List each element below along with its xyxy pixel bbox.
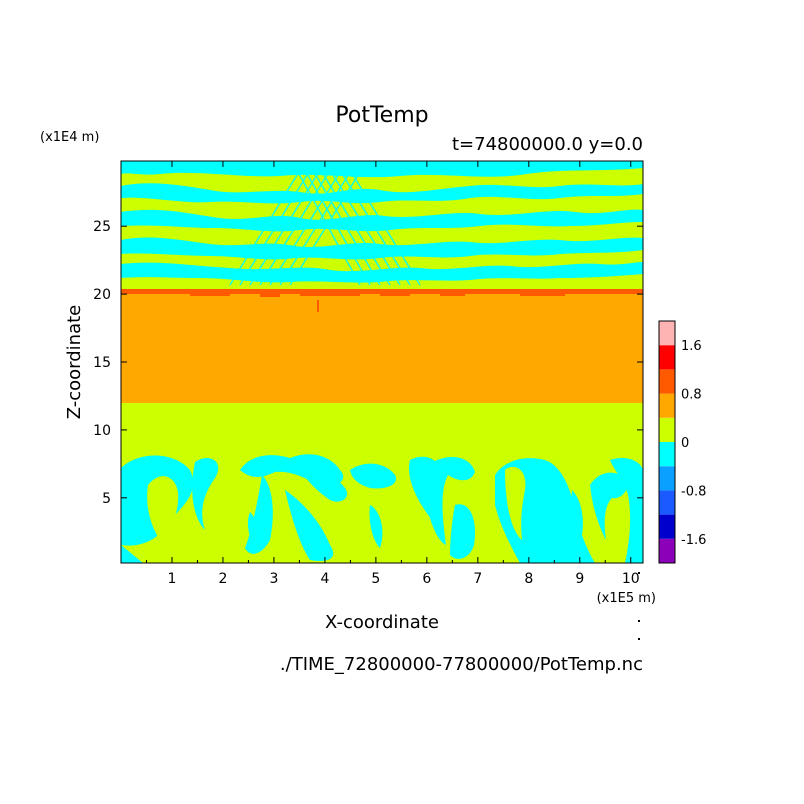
y-tick-label: 25 — [93, 219, 111, 235]
colorbar-tick-label: -0.8 — [681, 484, 706, 499]
chart-subtitle: t=74800000.0 y=0.0 — [452, 134, 643, 155]
red-orange-speckles — [190, 293, 565, 312]
colorbar-swatch — [659, 345, 675, 370]
red-orange-layer — [121, 289, 643, 294]
colorbar-swatch — [659, 442, 675, 467]
source-filename: ./TIME_72800000-77800000/PotTemp.nc — [280, 654, 643, 675]
x-tick-label: 7 — [473, 571, 482, 587]
colorbar: -1.6 -0.8 0 0.8 1.6 — [658, 320, 706, 564]
y-tick-label: 20 — [93, 287, 111, 303]
x-tick-label: 5 — [371, 571, 380, 587]
colorbar-frame — [658, 320, 676, 564]
y-axis-label: Z-coordinate — [64, 305, 85, 420]
middle-orange-band — [121, 292, 643, 403]
colorbar-tick-label: 0.8 — [681, 388, 702, 403]
y-tick-label: 5 — [102, 491, 111, 507]
x-tick-label: 9 — [575, 571, 584, 587]
x-tick-label: 4 — [320, 571, 329, 587]
colorbar-swatch — [659, 417, 675, 442]
colorbar-tick-label: 0 — [681, 436, 689, 451]
x-tick-label: 1 — [168, 571, 177, 587]
colorbar-swatch — [659, 538, 675, 563]
y-unit-label: (x1E4 m) — [40, 130, 99, 145]
colorbar-swatch — [659, 514, 675, 539]
stray-marks — [638, 572, 640, 640]
x-unit-label: (x1E5 m) — [597, 591, 656, 606]
contour-field — [121, 161, 643, 563]
lower-cyan-blobs — [121, 454, 643, 563]
colorbar-swatch — [659, 321, 675, 346]
y-tick-label: 10 — [93, 423, 111, 439]
x-axis: 1 2 3 4 5 6 7 8 9 10 — [145, 161, 640, 587]
colorbar-swatch — [659, 466, 675, 491]
x-tick-label: 10 — [622, 571, 640, 587]
x-axis-label: X-coordinate — [325, 612, 439, 633]
chart-title: PotTemp — [335, 103, 428, 128]
colorbar-tick-label: -1.6 — [681, 533, 706, 548]
colorbar-swatch — [659, 490, 675, 515]
colorbar-tick-label: 1.6 — [681, 339, 702, 354]
x-tick-label: 2 — [218, 571, 227, 587]
y-axis: 5 10 15 20 25 — [93, 219, 643, 507]
x-tick-label: 3 — [269, 571, 278, 587]
colorbar-swatch — [659, 369, 675, 394]
colorbar-swatch — [659, 393, 675, 418]
x-tick-label: 8 — [524, 571, 533, 587]
x-tick-label: 6 — [422, 571, 431, 587]
y-tick-label: 15 — [93, 355, 111, 371]
wave-interference-pattern — [229, 169, 421, 286]
